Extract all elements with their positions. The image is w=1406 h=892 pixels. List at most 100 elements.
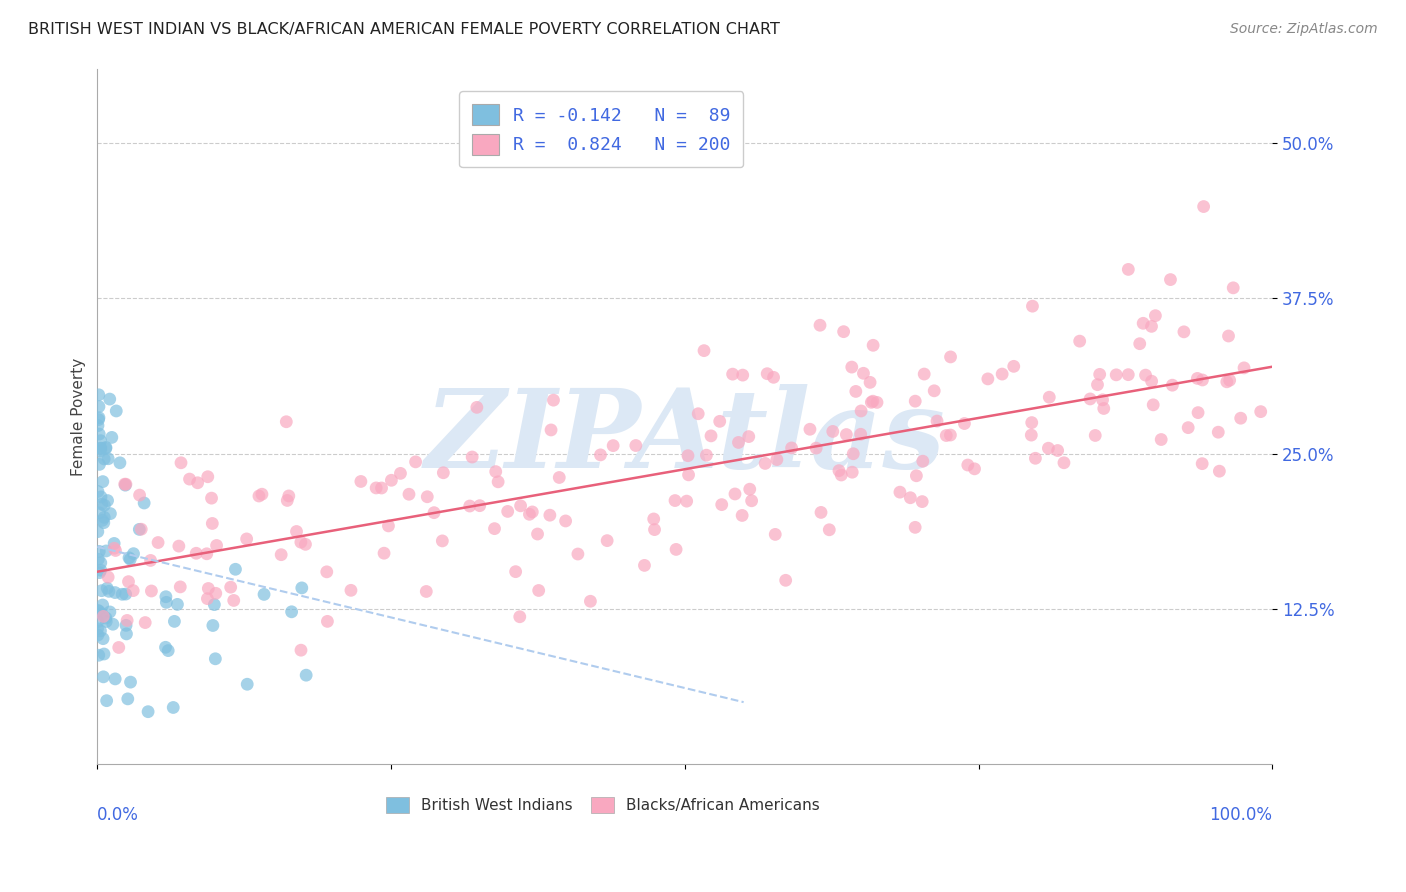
Point — [509, 609, 531, 624]
Point — [589, 448, 612, 462]
Point — [1132, 316, 1154, 330]
Point — [101, 430, 124, 444]
Point — [285, 524, 308, 539]
Point — [1216, 375, 1239, 389]
Point — [1206, 425, 1229, 440]
Point — [129, 522, 152, 536]
Point — [624, 438, 647, 452]
Point — [87, 552, 110, 566]
Point — [1069, 334, 1091, 348]
Point — [904, 394, 927, 409]
Point — [415, 584, 437, 599]
Point — [953, 417, 976, 431]
Point — [105, 404, 128, 418]
Point — [1002, 359, 1025, 374]
Point — [120, 675, 142, 690]
Point — [94, 442, 117, 456]
Point — [197, 591, 219, 606]
Point — [136, 705, 159, 719]
Point — [89, 427, 111, 442]
Point — [1021, 299, 1043, 313]
Point — [852, 366, 875, 380]
Point — [1088, 368, 1111, 382]
Point — [224, 562, 246, 576]
Point — [87, 418, 110, 433]
Point — [1087, 377, 1109, 392]
Point — [91, 609, 114, 624]
Point — [432, 533, 454, 548]
Point — [1116, 368, 1139, 382]
Point — [905, 468, 928, 483]
Point — [290, 643, 312, 657]
Point — [1187, 371, 1209, 385]
Point — [1129, 336, 1152, 351]
Point — [186, 546, 208, 560]
Point — [754, 457, 776, 471]
Point — [97, 451, 120, 466]
Point — [862, 338, 884, 352]
Point — [114, 477, 136, 491]
Point — [849, 404, 872, 418]
Point — [222, 593, 245, 607]
Point — [93, 451, 115, 466]
Point — [162, 700, 184, 714]
Point — [486, 475, 509, 489]
Point — [1192, 200, 1215, 214]
Point — [543, 393, 565, 408]
Point — [87, 628, 110, 642]
Point — [101, 617, 124, 632]
Point — [664, 493, 686, 508]
Point — [911, 454, 934, 468]
Text: Source: ZipAtlas.com: Source: ZipAtlas.com — [1230, 22, 1378, 37]
Text: 0.0%: 0.0% — [97, 806, 139, 824]
Point — [911, 494, 934, 508]
Point — [340, 583, 363, 598]
Point — [202, 598, 225, 612]
Point — [461, 450, 484, 464]
Point — [1144, 309, 1167, 323]
Point — [763, 527, 786, 541]
Point — [87, 615, 110, 629]
Point — [665, 542, 688, 557]
Point — [294, 537, 316, 551]
Point — [1173, 325, 1195, 339]
Point — [505, 565, 527, 579]
Point — [977, 372, 1000, 386]
Point — [859, 376, 882, 390]
Point — [675, 494, 697, 508]
Point — [315, 565, 337, 579]
Point — [157, 643, 180, 657]
Point — [316, 615, 339, 629]
Point — [1219, 373, 1241, 387]
Point — [98, 392, 121, 406]
Point — [522, 505, 544, 519]
Point — [276, 415, 298, 429]
Point — [956, 458, 979, 472]
Point — [170, 456, 193, 470]
Point — [90, 556, 112, 570]
Point — [1222, 281, 1244, 295]
Point — [423, 506, 446, 520]
Point — [93, 647, 115, 661]
Point — [643, 512, 665, 526]
Point — [87, 604, 110, 618]
Point — [1091, 392, 1114, 407]
Point — [526, 527, 548, 541]
Point — [115, 618, 138, 632]
Point — [731, 368, 754, 383]
Point — [1142, 398, 1164, 412]
Point — [1038, 441, 1060, 455]
Point — [96, 615, 118, 629]
Point — [91, 632, 114, 646]
Point — [146, 535, 169, 549]
Point — [128, 488, 150, 502]
Point — [756, 367, 779, 381]
Point — [87, 410, 110, 425]
Point — [86, 622, 108, 636]
Point — [484, 522, 506, 536]
Point — [179, 472, 201, 486]
Point — [134, 496, 156, 510]
Point — [830, 467, 852, 482]
Point — [567, 547, 589, 561]
Point — [841, 465, 863, 479]
